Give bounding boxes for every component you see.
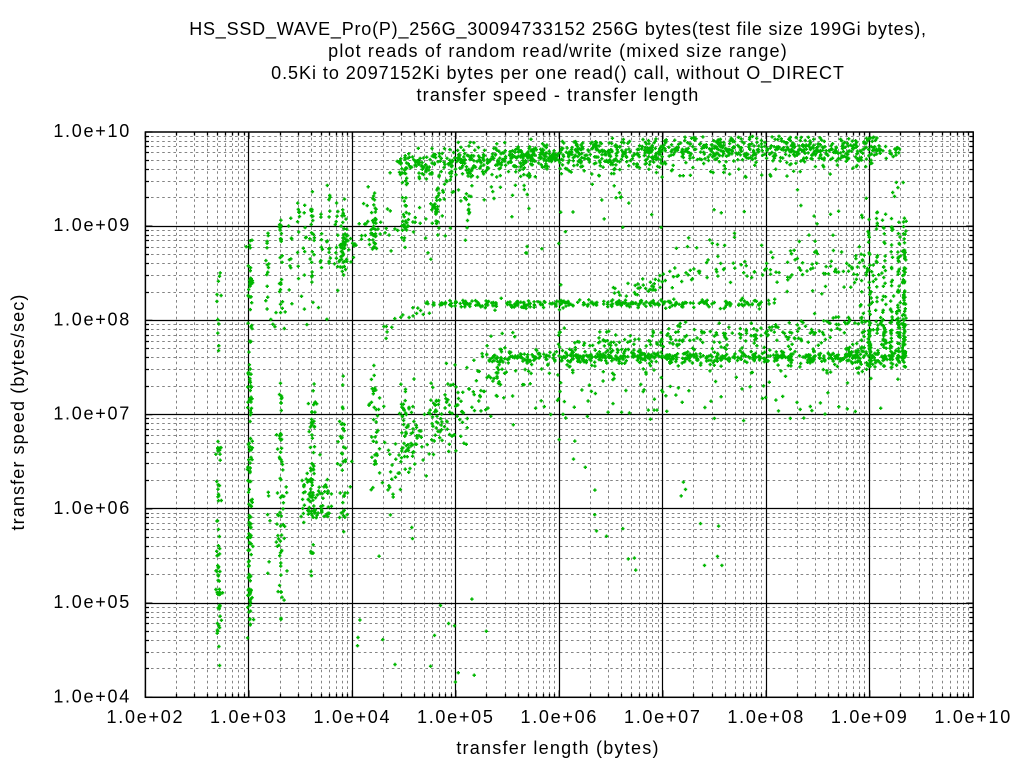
svg-text:1.0e+08: 1.0e+08 <box>53 309 131 329</box>
svg-text:1.0e+09: 1.0e+09 <box>831 707 909 727</box>
svg-text:1.0e+07: 1.0e+07 <box>53 404 131 424</box>
svg-text:1.0e+08: 1.0e+08 <box>727 707 805 727</box>
svg-text:plot reads of random read/writ: plot reads of random read/write (mixed s… <box>328 41 788 61</box>
svg-text:1.0e+07: 1.0e+07 <box>624 707 702 727</box>
svg-text:1.0e+10: 1.0e+10 <box>53 121 131 141</box>
svg-text:1.0e+04: 1.0e+04 <box>314 707 392 727</box>
svg-text:HS_SSD_WAVE_Pro(P)_256G_300947: HS_SSD_WAVE_Pro(P)_256G_30094733152 256G… <box>189 19 927 40</box>
svg-text:0.5Ki to 2097152Ki bytes per o: 0.5Ki to 2097152Ki bytes per one read() … <box>271 63 845 84</box>
svg-text:1.0e+09: 1.0e+09 <box>53 215 131 235</box>
svg-text:1.0e+04: 1.0e+04 <box>53 686 131 706</box>
svg-text:1.0e+05: 1.0e+05 <box>53 592 131 612</box>
svg-text:1.0e+06: 1.0e+06 <box>53 498 131 518</box>
svg-text:1.0e+03: 1.0e+03 <box>210 707 288 727</box>
svg-text:1.0e+10: 1.0e+10 <box>934 707 1012 727</box>
svg-text:transfer speed (bytes/sec): transfer speed (bytes/sec) <box>8 294 28 531</box>
svg-text:1.0e+02: 1.0e+02 <box>107 707 185 727</box>
svg-text:transfer length (bytes): transfer length (bytes) <box>456 738 659 758</box>
svg-text:1.0e+06: 1.0e+06 <box>520 707 598 727</box>
svg-text:transfer speed - transfer leng: transfer speed - transfer length <box>417 85 700 105</box>
svg-text:1.0e+05: 1.0e+05 <box>417 707 495 727</box>
